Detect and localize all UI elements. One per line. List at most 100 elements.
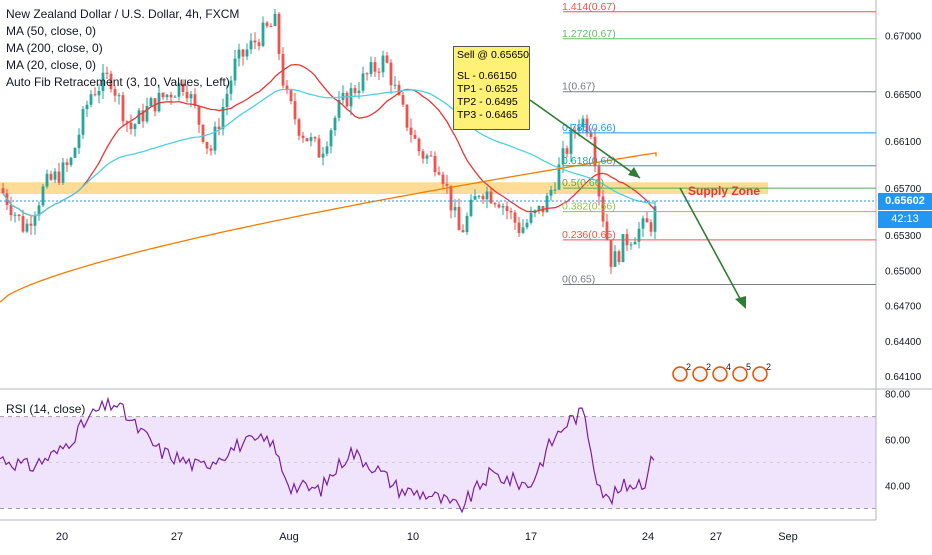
fib-legend[interactable]: Auto Fib Retracement (3, 10, Values, Lef… <box>6 75 230 89</box>
economic-event-count: 2 <box>766 362 771 372</box>
candle-body <box>337 99 341 118</box>
candle-body <box>369 62 373 74</box>
candle-body <box>397 84 401 95</box>
candle-body <box>93 94 97 96</box>
candle-body <box>593 137 597 167</box>
candle-body <box>193 94 197 106</box>
candle-body <box>477 195 481 197</box>
symbol-title: New Zealand Dollar / U.S. Dollar, 4h, FX… <box>6 7 240 21</box>
candle-body <box>645 218 649 223</box>
time-tick-label: Sep <box>778 531 798 543</box>
fib-level-label: 1.414(0.67) <box>562 1 616 13</box>
time-tick-label: 27 <box>171 531 183 543</box>
candle-body <box>401 94 405 105</box>
candle-body <box>469 199 473 216</box>
candle-body <box>513 212 517 223</box>
candle-body <box>561 148 565 165</box>
candle-body <box>113 89 117 96</box>
candle-body <box>257 42 261 46</box>
rsi-legend[interactable]: RSI (14, close) <box>6 402 86 416</box>
current-price-tag: 0.65602 <box>878 193 932 210</box>
bar-countdown-tag: 42:13 <box>878 211 932 228</box>
price-tick-label: 0.65300 <box>885 231 922 242</box>
candle-body <box>165 94 169 98</box>
economic-event-icon <box>672 366 688 382</box>
candle-body <box>441 174 445 184</box>
candle-body <box>273 13 277 27</box>
candle-body <box>253 40 257 43</box>
candle-body <box>385 55 389 63</box>
candle-body <box>225 93 229 108</box>
candle-body <box>141 110 145 122</box>
price-tick-label: 0.66100 <box>885 137 922 148</box>
time-tick-label: 27 <box>710 531 722 543</box>
candle-body <box>381 55 385 73</box>
candle-body <box>117 95 121 97</box>
candle-body <box>421 151 425 159</box>
price-tick-label: 0.66500 <box>885 90 922 101</box>
candle-body <box>9 205 13 216</box>
candle-body <box>121 95 125 122</box>
candle-body <box>353 88 357 93</box>
candle-body <box>365 73 369 75</box>
candle-body <box>177 83 181 97</box>
candle-body <box>437 172 441 175</box>
fib-level-label: 0.786(0.66) <box>562 122 616 134</box>
price-tick-label: 0.64400 <box>885 337 922 348</box>
candle-body <box>317 138 321 158</box>
candle-body <box>169 94 173 98</box>
candle-body <box>21 216 25 232</box>
take-profit-1: TP1 - 0.6525 <box>457 83 518 95</box>
candle-body <box>277 13 281 55</box>
take-profit-2: TP2 - 0.6495 <box>457 96 518 108</box>
candle-body <box>97 90 101 96</box>
candle-body <box>393 84 397 86</box>
supply-zone <box>0 182 768 194</box>
candle-body <box>537 205 541 211</box>
ma20-legend[interactable]: MA (20, close, 0) <box>6 58 97 72</box>
economic-event-count: 5 <box>746 362 751 372</box>
candle-body <box>245 49 249 57</box>
candle-body <box>161 92 165 98</box>
candle-body <box>17 214 21 217</box>
candle-body <box>241 49 245 57</box>
candle-body <box>89 94 93 105</box>
candle-body <box>201 124 205 142</box>
candle-body <box>289 90 293 102</box>
candle-body <box>189 94 193 99</box>
candle-body <box>229 80 233 94</box>
rsi-tick-label: 60.00 <box>885 436 910 447</box>
candle-body <box>181 83 185 92</box>
candle-body <box>473 196 477 200</box>
candle-body <box>61 162 65 183</box>
price-tick-label: 0.64100 <box>885 372 922 383</box>
candle-body <box>45 173 49 187</box>
candle-body <box>433 155 437 173</box>
candle-body <box>329 130 333 147</box>
ma50-legend[interactable]: MA (50, close, 0) <box>6 24 97 38</box>
candle-body <box>549 189 553 196</box>
time-tick-label: 17 <box>525 531 537 543</box>
candle-body <box>489 191 493 204</box>
fib-level-label: 0(0.65) <box>562 274 595 286</box>
candle-body <box>581 118 585 127</box>
candle-body <box>545 195 549 213</box>
trade-note[interactable]: Sell @ 0.65650 SL - 0.66150 TP1 - 0.6525… <box>453 46 530 130</box>
candle-body <box>529 212 533 223</box>
candle-body <box>325 146 329 154</box>
economic-event-icon <box>752 366 768 382</box>
candle-body <box>417 138 421 152</box>
ma200-line <box>0 152 657 303</box>
chart-legend: New Zealand Dollar / U.S. Dollar, 4h, FX… <box>6 6 239 91</box>
candle-body <box>133 124 137 130</box>
candle-body <box>29 223 33 226</box>
candle-body <box>149 98 153 106</box>
economic-event-icon <box>692 366 708 382</box>
ma200-legend[interactable]: MA (200, close, 0) <box>6 41 103 55</box>
sell-entry: Sell @ 0.65650 <box>457 49 529 61</box>
candle-body <box>285 85 289 91</box>
candle-body <box>377 71 381 73</box>
candle-body <box>1 188 5 194</box>
